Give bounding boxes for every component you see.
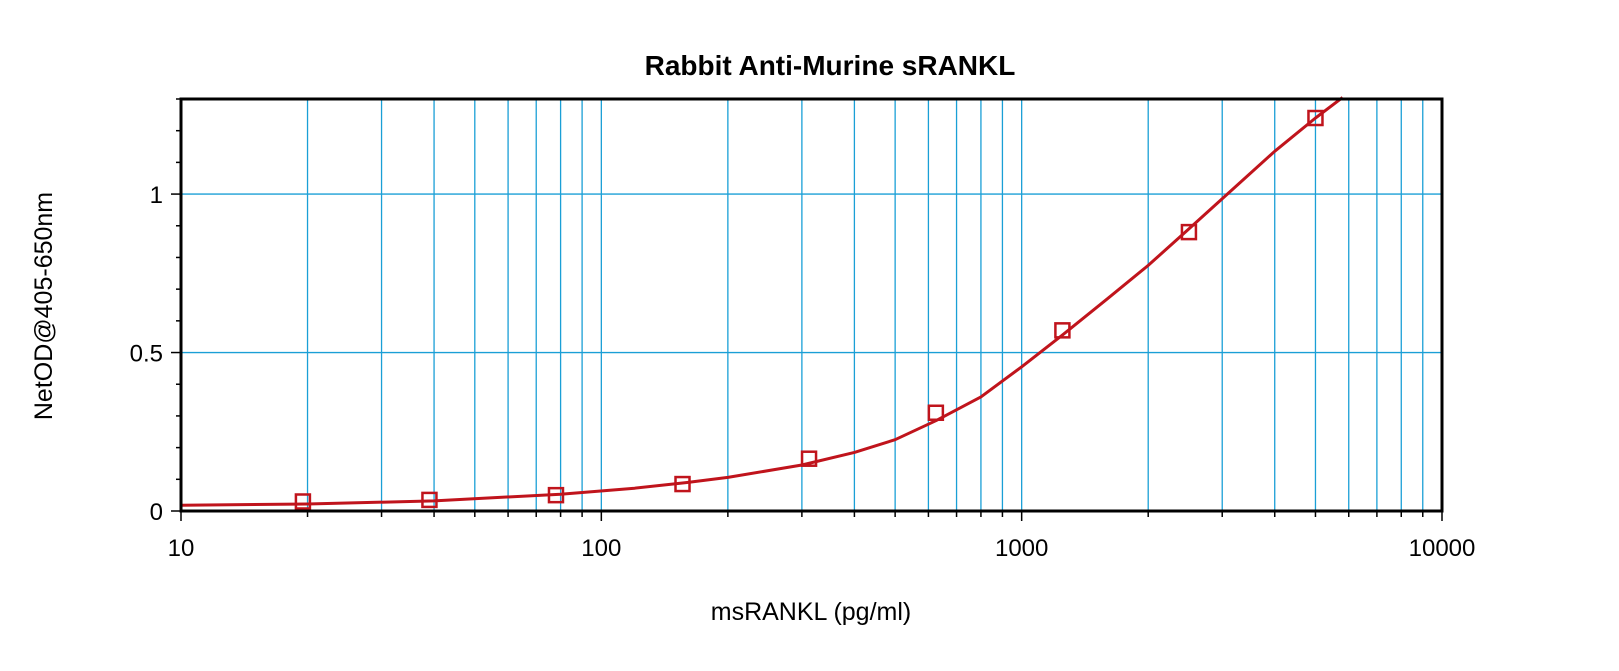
- x-tick-label: 100: [581, 535, 621, 562]
- x-axis-label: msRANKL (pg/ml): [711, 598, 912, 626]
- data-point: [674, 475, 691, 493]
- y-tick-label: 0: [150, 499, 163, 526]
- x-tick-label: 10: [168, 535, 195, 562]
- chart-title: Rabbit Anti-Murine sRANKL: [645, 50, 1016, 81]
- data-points-layer: [294, 109, 1324, 510]
- y-tick-label: 0.5: [130, 341, 163, 368]
- grid-lines: [181, 99, 1442, 511]
- data-point: [294, 493, 312, 510]
- tick-labels: 10 100 1000 10000 0 0.5 1: [130, 182, 1476, 562]
- fit-curve-layer: [180, 96, 1344, 507]
- x-tick-label: 10000: [1409, 535, 1476, 562]
- data-point: [421, 491, 438, 509]
- plot-frame: [179, 97, 1444, 513]
- data-point: [1180, 223, 1198, 241]
- x-tick-label: 1000: [995, 535, 1048, 562]
- data-point: [927, 404, 945, 422]
- data-point: [800, 450, 818, 467]
- y-axis-label: NetOD@405-650nm: [30, 192, 58, 420]
- data-point: [1054, 322, 1071, 339]
- y-tick-label: 1: [150, 182, 163, 209]
- data-point: [547, 486, 565, 504]
- data-point: [1307, 109, 1324, 127]
- fit-curve: [180, 96, 1344, 507]
- axis-ticks: [171, 98, 1443, 521]
